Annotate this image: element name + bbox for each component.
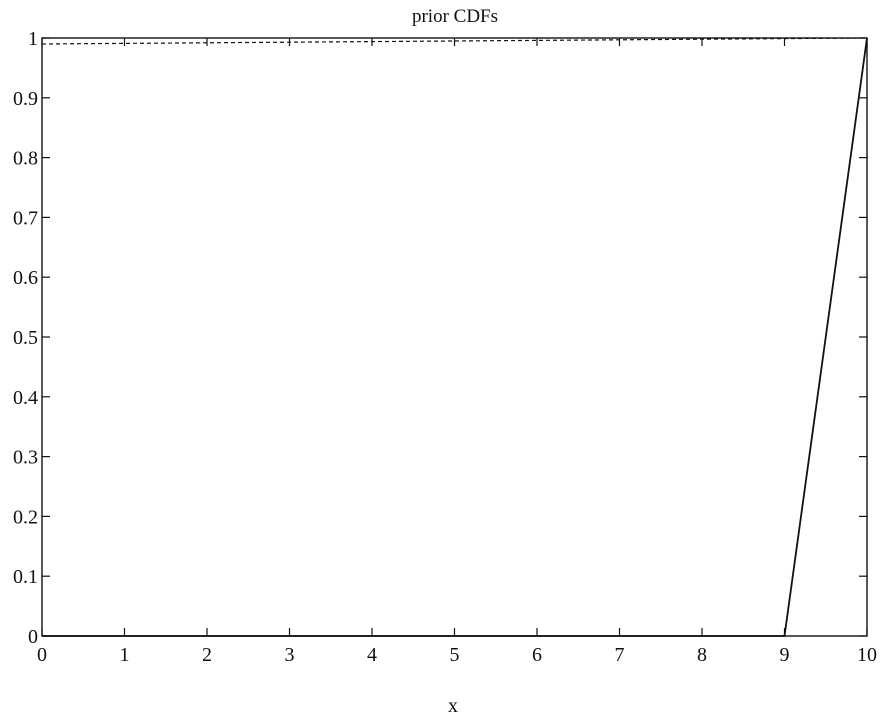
y-tick-label: 0.7 xyxy=(13,207,38,229)
x-tick-label: 0 xyxy=(37,644,47,666)
x-tick-label: 5 xyxy=(450,644,460,666)
x-tick-label: 7 xyxy=(615,644,625,666)
y-tick-label: 0 xyxy=(28,626,38,648)
y-tick-label: 0.2 xyxy=(13,506,38,528)
y-tick-label: 0.6 xyxy=(13,267,38,289)
x-tick-label: 3 xyxy=(285,644,295,666)
y-tick-label: 0.1 xyxy=(13,566,38,588)
y-tick-label: 0.4 xyxy=(13,387,38,409)
plot-border xyxy=(41,37,868,637)
x-tick-label: 2 xyxy=(202,644,212,666)
x-axis-ticks: 0 1 2 3 4 5 6 7 8 9 10 xyxy=(37,38,877,666)
y-tick-label: 0.8 xyxy=(13,148,38,170)
x-axis-label: x xyxy=(448,695,458,717)
x-tick-label: 1 xyxy=(120,644,130,666)
series-line-solid xyxy=(42,37,868,637)
x-tick-label: 9 xyxy=(780,644,790,666)
chart-title: prior CDFs xyxy=(412,6,498,27)
series-line-dashed xyxy=(41,37,868,45)
x-tick-label: 4 xyxy=(367,644,377,666)
y-axis-ticks: 0 0.1 0.2 0.3 0.4 0.5 0.6 0.7 0.8 0.9 1 xyxy=(13,28,867,648)
y-tick-label: 0.5 xyxy=(13,327,38,349)
y-tick-label: 0.9 xyxy=(13,88,38,110)
x-tick-label: 8 xyxy=(697,644,707,666)
series-layer xyxy=(41,37,868,637)
plot-frame xyxy=(41,37,868,637)
y-tick-label: 0.3 xyxy=(13,447,38,469)
x-tick-label: 6 xyxy=(532,644,542,666)
x-tick-label: 10 xyxy=(857,644,877,666)
y-tick-label: 1 xyxy=(28,28,38,50)
